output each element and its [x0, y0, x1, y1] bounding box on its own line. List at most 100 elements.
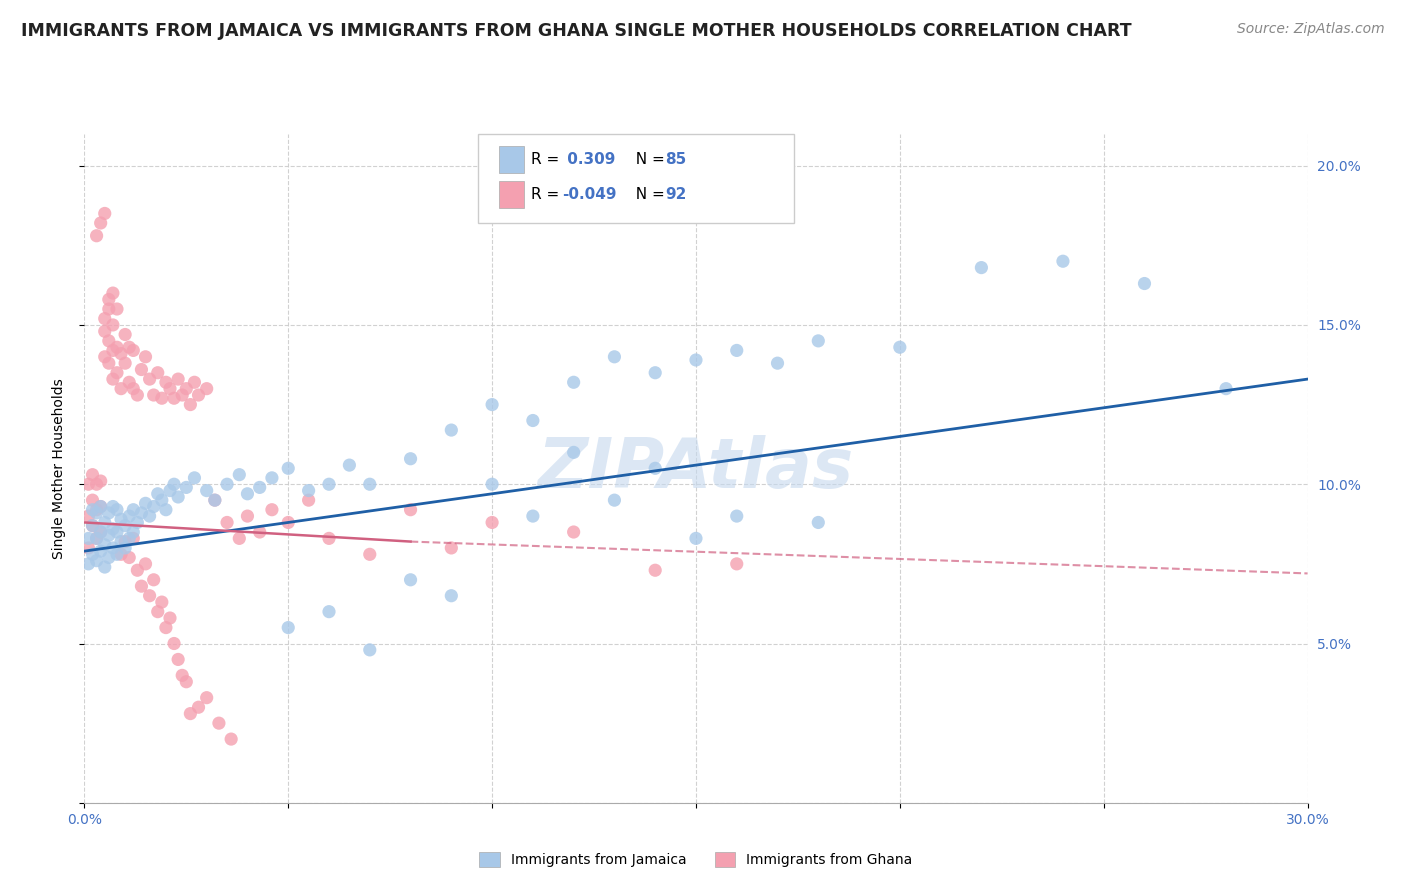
Text: N =: N =: [626, 152, 669, 167]
Point: [970, 260, 993, 275]
Point: [114, 356, 136, 370]
Point: [93, 311, 117, 326]
Point: [110, 547, 132, 561]
Point: [163, 391, 186, 405]
Point: [142, 388, 165, 402]
Point: [114, 518, 136, 533]
Point: [260, 471, 283, 485]
Point: [122, 343, 145, 358]
Point: [118, 340, 141, 354]
Point: [105, 340, 128, 354]
Point: [807, 334, 830, 348]
Point: [97, 356, 120, 370]
Point: [159, 483, 181, 498]
Point: [105, 547, 128, 561]
Point: [359, 643, 381, 657]
Text: IMMIGRANTS FROM JAMAICA VS IMMIGRANTS FROM GHANA SINGLE MOTHER HOUSEHOLDS CORREL: IMMIGRANTS FROM JAMAICA VS IMMIGRANTS FR…: [21, 22, 1132, 40]
Point: [118, 550, 141, 565]
Point: [260, 502, 283, 516]
Point: [163, 636, 186, 650]
Text: ZIPAtlas: ZIPAtlas: [538, 434, 853, 502]
Point: [179, 706, 201, 721]
Point: [150, 493, 173, 508]
Point: [167, 652, 190, 666]
Point: [146, 605, 169, 619]
Point: [195, 483, 218, 498]
Point: [122, 382, 145, 396]
Point: [195, 382, 218, 396]
Point: [105, 524, 128, 539]
Point: [105, 301, 128, 316]
Point: [93, 324, 117, 338]
Point: [110, 534, 132, 549]
Point: [155, 621, 177, 635]
Point: [217, 516, 239, 530]
Point: [399, 502, 422, 516]
Point: [82, 493, 104, 508]
Point: [131, 506, 153, 520]
Text: R =: R =: [531, 187, 565, 202]
Point: [90, 500, 112, 514]
Point: [889, 340, 911, 354]
Point: [97, 528, 120, 542]
Point: [359, 477, 381, 491]
Point: [167, 490, 190, 504]
Point: [187, 388, 209, 402]
Point: [101, 318, 124, 332]
Point: [101, 522, 124, 536]
Point: [86, 554, 108, 568]
Point: [277, 516, 299, 530]
Point: [146, 366, 169, 380]
Point: [77, 557, 100, 571]
Point: [138, 509, 160, 524]
Point: [399, 451, 422, 466]
Text: N =: N =: [626, 187, 669, 202]
Text: 85: 85: [665, 152, 686, 167]
Point: [135, 350, 157, 364]
Point: [105, 366, 128, 380]
Point: [603, 350, 626, 364]
Point: [522, 509, 544, 524]
Point: [1052, 254, 1074, 268]
Point: [562, 376, 585, 390]
Point: [97, 301, 120, 316]
Point: [93, 350, 117, 364]
Point: [110, 346, 132, 360]
Point: [82, 502, 104, 516]
Point: [90, 524, 112, 539]
Point: [481, 516, 503, 530]
Point: [93, 538, 117, 552]
Point: [101, 541, 124, 555]
Point: [90, 216, 112, 230]
Point: [522, 413, 544, 427]
Point: [146, 487, 169, 501]
Point: [118, 376, 141, 390]
Point: [101, 500, 124, 514]
Point: [318, 605, 340, 619]
Point: [97, 506, 120, 520]
Point: [86, 532, 108, 546]
Point: [644, 366, 666, 380]
Point: [118, 532, 141, 546]
Point: [155, 376, 177, 390]
Point: [105, 502, 128, 516]
Point: [359, 547, 381, 561]
Point: [481, 477, 503, 491]
Point: [77, 509, 100, 524]
Point: [93, 206, 117, 220]
Legend: Immigrants from Jamaica, Immigrants from Ghana: Immigrants from Jamaica, Immigrants from…: [474, 847, 918, 872]
Point: [82, 518, 104, 533]
Point: [725, 509, 748, 524]
Point: [298, 483, 321, 498]
Point: [603, 493, 626, 508]
Point: [86, 502, 108, 516]
Point: [77, 477, 100, 491]
Point: [142, 573, 165, 587]
Point: [562, 445, 585, 459]
Point: [122, 502, 145, 516]
Point: [122, 524, 145, 539]
Point: [339, 458, 361, 472]
Point: [725, 343, 748, 358]
Point: [77, 541, 100, 555]
Point: [159, 611, 181, 625]
